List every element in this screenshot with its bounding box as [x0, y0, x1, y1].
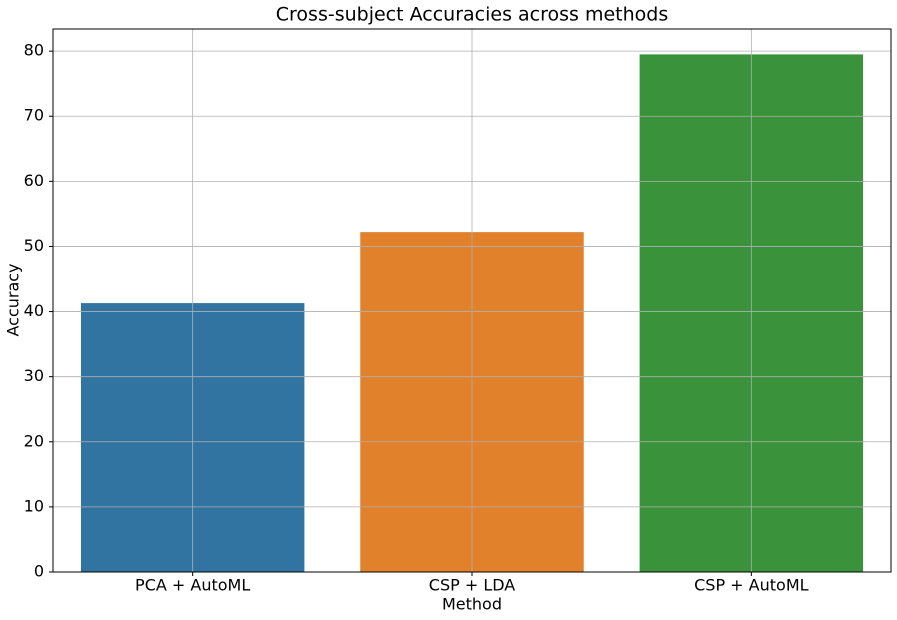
y-tick-label: 20 — [24, 431, 44, 450]
plot-frame — [52, 28, 892, 573]
y-tick-label: 50 — [24, 236, 44, 255]
y-axis-label: Accuracy — [4, 263, 23, 336]
x-tick-label: CSP + AutoML — [694, 576, 809, 595]
x-tick-label: PCA + AutoML — [135, 576, 250, 595]
chart-title: Cross-subject Accuracies across methods — [276, 4, 668, 26]
y-tick-label: 80 — [24, 41, 44, 60]
y-tick-label: 30 — [24, 366, 44, 385]
y-tick-label: 60 — [24, 171, 44, 190]
y-tick-label: 70 — [24, 106, 44, 125]
y-tick-label: 40 — [24, 301, 44, 320]
y-tick-label: 10 — [24, 496, 44, 515]
x-axis-label: Method — [442, 595, 502, 614]
x-tick-label: CSP + LDA — [429, 576, 516, 595]
y-tick-label: 0 — [34, 562, 44, 581]
